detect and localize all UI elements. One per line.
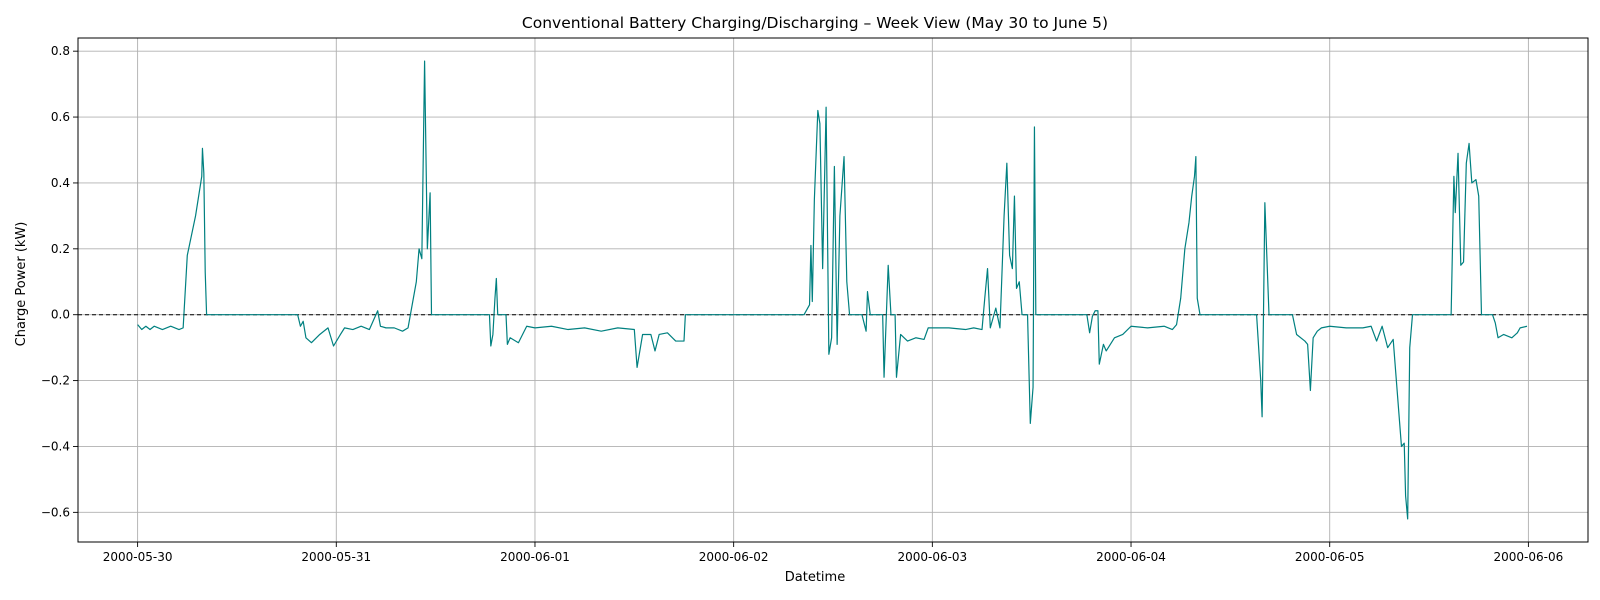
y-tick-label: −0.6 bbox=[41, 505, 70, 519]
y-tick-label: 0.2 bbox=[51, 242, 70, 256]
y-tick-label: −0.2 bbox=[41, 374, 70, 388]
x-axis-title: Datetime bbox=[785, 570, 845, 585]
y-tick-label: 0.4 bbox=[51, 176, 70, 190]
y-tick-label: 0.0 bbox=[51, 308, 70, 322]
x-tick-label: 2000-05-30 bbox=[103, 550, 173, 564]
x-tick-label: 2000-06-04 bbox=[1096, 550, 1166, 564]
y-tick-label: −0.4 bbox=[41, 439, 70, 453]
series-line-0 bbox=[137, 60, 1528, 520]
series-layer bbox=[137, 60, 1528, 520]
grid bbox=[78, 38, 1588, 542]
x-tick-label: 2000-06-05 bbox=[1295, 550, 1365, 564]
chart-title: Conventional Battery Charging/Dischargin… bbox=[522, 14, 1108, 32]
x-axis-ticks: 2000-05-30 2000-05-31 2000-06-01 2000-06-02… bbox=[103, 542, 1564, 564]
plot-frame bbox=[77, 37, 1589, 543]
y-axis-ticks: −0.6 −0.4 −0.2 0.0 0.2 0.4 0.6 0.8 bbox=[41, 44, 78, 519]
y-axis-title: Charge Power (kW) bbox=[14, 222, 29, 347]
x-tick-label: 2000-05-31 bbox=[301, 550, 371, 564]
x-tick-label: 2000-06-02 bbox=[699, 550, 769, 564]
y-tick-label: 0.6 bbox=[51, 110, 70, 124]
y-tick-label: 0.8 bbox=[51, 44, 70, 58]
x-tick-label: 2000-06-01 bbox=[500, 550, 570, 564]
x-tick-label: 2000-06-06 bbox=[1494, 550, 1564, 564]
x-tick-label: 2000-06-03 bbox=[897, 550, 967, 564]
